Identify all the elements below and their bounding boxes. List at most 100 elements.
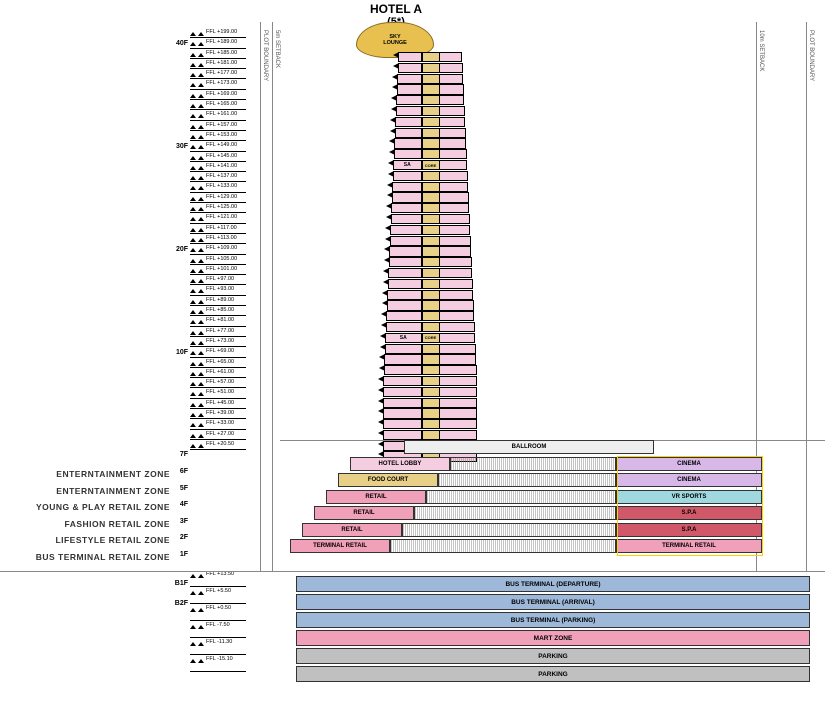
tower-floor <box>384 365 477 375</box>
elevation-label: FFL +89.00 <box>206 297 234 303</box>
tower-floor <box>386 311 474 321</box>
elevation-row: FFL +199.00 <box>190 28 246 38</box>
floor-marker: 20F <box>176 246 188 253</box>
floor-marker: 1F <box>180 551 188 558</box>
zone-label: ENTERNTAINMENT ZONE <box>0 483 170 500</box>
elevation-label: FFL +0.50 <box>206 605 231 611</box>
elevation-label: FFL +145.00 <box>206 153 237 159</box>
elevation-label: FFL +129.00 <box>206 194 237 200</box>
hotel-tower: SACORESACORE <box>350 52 446 462</box>
elevation-row: FFL +161.00 <box>190 110 246 120</box>
elevation-row: FFL +93.00 <box>190 285 246 295</box>
tower-floor <box>388 279 473 289</box>
elevation-row: FFL +153.00 <box>190 131 246 141</box>
floor-marker: 5F <box>180 485 188 492</box>
floor-marker: 4F <box>180 501 188 508</box>
elevation-row: FFL +141.00 <box>190 162 246 172</box>
basement-row: BUS TERMINAL (ARRIVAL) <box>296 594 810 610</box>
elevation-row: FFL +101.00 <box>190 265 246 275</box>
elevation-row: FFL +117.00 <box>190 224 246 234</box>
zone-label: YOUNG & PLAY RETAIL ZONE <box>0 499 170 516</box>
elevation-label: FFL +165.00 <box>206 101 237 107</box>
tower-floor <box>383 387 477 397</box>
basement-row: MART ZONE <box>296 630 810 646</box>
podium-left-block: RETAIL <box>326 490 426 504</box>
tower-floor <box>383 398 477 408</box>
basement: BUS TERMINAL (DEPARTURE)BUS TERMINAL (AR… <box>296 576 810 684</box>
elevation-row: FFL +0.50 <box>190 604 246 621</box>
sky-lounge-label-2: LOUNGE <box>383 40 407 46</box>
elevation-label: FFL +20.50 <box>206 441 234 447</box>
elevation-row: FFL +27.00 <box>190 430 246 440</box>
elevation-row: FFL +149.00 <box>190 141 246 151</box>
floor-marker: 40F <box>176 40 188 47</box>
podium-atrium <box>414 506 616 520</box>
elevation-label: FFL +69.00 <box>206 348 234 354</box>
tower-floor <box>389 246 471 256</box>
zone-label: LIFESTYLE RETAIL ZONE <box>0 532 170 549</box>
tower-floor <box>392 182 468 192</box>
elevation-label: FFL +97.00 <box>206 276 234 282</box>
tower-floor <box>390 236 471 246</box>
elevation-row: FFL +181.00 <box>190 59 246 69</box>
elevation-row: FFL -7.50 <box>190 621 246 638</box>
elevation-label: FFL +61.00 <box>206 369 234 375</box>
elevation-row: FFL +77.00 <box>190 327 246 337</box>
elevation-label: FFL +77.00 <box>206 328 234 334</box>
elevation-label: FFL +149.00 <box>206 142 237 148</box>
elevation-label: FFL -7.50 <box>206 622 230 628</box>
podium-right-block: S.P.A <box>616 506 762 520</box>
tower-floor <box>394 138 466 148</box>
elevation-row: FFL +173.00 <box>190 79 246 89</box>
floor-marker: 3F <box>180 518 188 525</box>
elevation-row: FFL +69.00 <box>190 347 246 357</box>
elevation-row: FFL +61.00 <box>190 368 246 378</box>
tower-floor <box>397 84 464 94</box>
elevation-row: FFL +133.00 <box>190 182 246 192</box>
elevation-row: FFL +85.00 <box>190 306 246 316</box>
setback-line <box>260 22 261 572</box>
elevation-label: FFL +157.00 <box>206 122 237 128</box>
elevation-row: FFL +177.00 <box>190 69 246 79</box>
tower-floor <box>386 322 475 332</box>
podium-atrium <box>390 539 616 553</box>
setback-label: 5m SETBACK <box>274 30 280 68</box>
elevation-label: FFL +85.00 <box>206 307 234 313</box>
elevation-row: FFL +73.00 <box>190 337 246 347</box>
elevation-row: FFL +20.50 <box>190 440 246 450</box>
basement-row: PARKING <box>296 666 810 682</box>
setback-label: PLOT BOUNDARY <box>808 30 814 81</box>
elevation-row: FFL +57.00 <box>190 378 246 388</box>
title-main: HOTEL A <box>370 2 422 16</box>
floor-marker: B1F <box>175 580 188 587</box>
podium-right-block: CINEMA <box>616 473 762 487</box>
tower-floor <box>387 290 473 300</box>
elevation-label: FFL +27.00 <box>206 431 234 437</box>
elevation-row: FFL +65.00 <box>190 358 246 368</box>
elevation-label: FFL -11.30 <box>206 639 232 645</box>
elevation-row: FFL +51.00 <box>190 388 246 398</box>
tower-floor <box>391 203 469 213</box>
tower-floor <box>393 171 468 181</box>
tower-floor <box>392 192 469 202</box>
podium-right-block: S.P.A <box>616 523 762 537</box>
elevation-label: FFL +199.00 <box>206 29 237 35</box>
tower-floor <box>383 419 477 429</box>
elevation-label: FFL -15.10 <box>206 656 233 662</box>
setback-line <box>806 22 807 572</box>
tower-floor <box>389 257 472 267</box>
elevation-label: FFL +45.00 <box>206 400 234 406</box>
elevation-row: FFL +189.00 <box>190 38 246 48</box>
podium-right-block: TERMINAL RETAIL <box>616 539 762 553</box>
elevation-row: FFL -15.10 <box>190 655 246 672</box>
podium-atrium <box>450 457 616 471</box>
tower-floor: SACORE <box>393 160 467 170</box>
elevation-label: FFL +81.00 <box>206 317 234 323</box>
tower-floor <box>394 149 467 159</box>
floor-marker: 7F <box>180 451 188 458</box>
elevation-label: FFL +189.00 <box>206 39 237 45</box>
elevation-row: FFL +109.00 <box>190 244 246 254</box>
podium-atrium <box>426 490 616 504</box>
podium-left-block: RETAIL <box>314 506 414 520</box>
tower-floor <box>395 117 465 127</box>
